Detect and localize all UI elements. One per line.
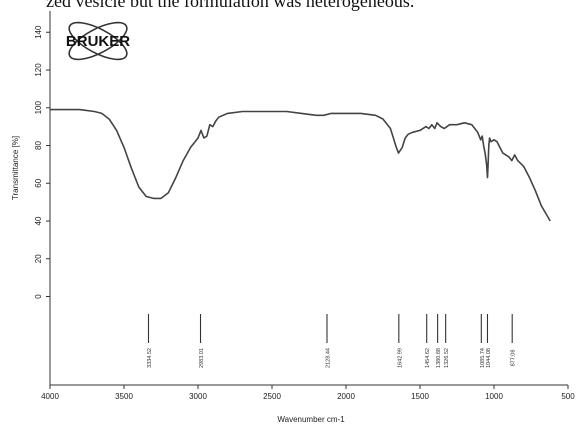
peak-label: 1326.52	[444, 348, 450, 368]
peak-label: 1044.08	[486, 348, 492, 368]
x-tick-label: 4000	[41, 392, 59, 401]
peak-label: 1085.74	[480, 348, 486, 368]
peak-label: 3334.52	[147, 348, 153, 368]
y-tick-label: 120	[34, 63, 43, 77]
peak-label: 2128.44	[325, 348, 331, 368]
peak-label: 1642.99	[397, 348, 403, 368]
peak-label: 2983.01	[199, 348, 205, 368]
y-tick-label: 60	[34, 178, 43, 187]
x-tick-label: 3000	[189, 392, 207, 401]
x-tick-label: 1500	[411, 392, 429, 401]
x-axis-label: Wavenumber cm-1	[277, 415, 345, 424]
y-tick-label: 140	[34, 25, 43, 39]
x-tick-label: 1000	[485, 392, 503, 401]
spectrum-line	[50, 108, 551, 222]
axes: 0 20 40 60 80 100 120 140 4000 3500 3000 2500 2000 15…	[34, 11, 575, 401]
x-tick-label: 3500	[115, 392, 133, 401]
peak-label: 877.08	[511, 350, 517, 367]
bruker-atom-logo-icon: BRUKER	[66, 21, 130, 61]
x-tick-label: 2500	[263, 392, 281, 401]
y-tick-label: 40	[34, 216, 43, 225]
x-tick-label: 500	[561, 392, 575, 401]
peak-markers: 3334.52 2983.01 2128.44 1642.99 1454.62 1380.…	[147, 314, 517, 368]
x-tick-label: 2000	[337, 392, 355, 401]
caption-text: zed vesicle but the formulation was hete…	[46, 0, 415, 11]
logo-text: BRUKER	[66, 33, 130, 50]
peak-label: 1380.88	[436, 348, 442, 368]
y-tick-label: 0	[34, 294, 43, 299]
y-tick-label: 80	[34, 141, 43, 150]
y-axis-label: Transmittance [%]	[11, 136, 20, 200]
y-tick-label: 20	[34, 254, 43, 263]
y-tick-label: 100	[34, 101, 43, 115]
spectrum-layer	[50, 108, 551, 222]
peak-label: 1454.62	[425, 348, 431, 368]
